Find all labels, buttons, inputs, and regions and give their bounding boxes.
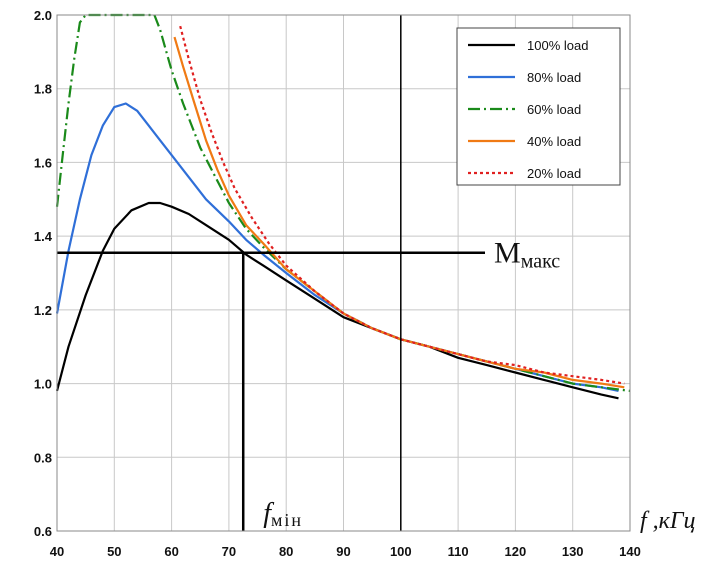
y-tick-label: 1.6 [34, 155, 52, 170]
series-line-5 [179, 25, 625, 385]
y-tick-label: 0.8 [34, 450, 52, 465]
f-min-label: fмін [263, 498, 303, 530]
legend-label-4: 40% load [527, 134, 581, 149]
legend-box [456, 27, 621, 186]
x-tick-label: 80 [279, 544, 293, 559]
x-tick-label: 110 [448, 544, 469, 559]
legend-label-1: 100% load [527, 38, 588, 53]
series-group [55, 13, 631, 400]
y-tick-label: 1.0 [34, 377, 52, 392]
axes: 40 50 60 70 80 90 100 110 120 130 140 0.6 0.8 1.0 1.2 1… [34, 8, 641, 559]
y-tick-label: 0.6 [34, 524, 52, 539]
series-line-4 [173, 36, 625, 389]
x-axis-label: f ,кГц [640, 508, 696, 534]
plot-frame [56, 14, 631, 532]
m-max-label: Mмакс [494, 237, 560, 273]
x-tick-label: 120 [505, 544, 527, 559]
x-tick-label: 140 [619, 544, 641, 559]
annotations: Mмакс fмін [57, 15, 560, 531]
x-tick-label: 90 [336, 544, 350, 559]
y-tick-label: 2.0 [34, 8, 52, 23]
legend-label-5: 20% load [527, 166, 581, 181]
y-tick-label: 1.2 [34, 303, 52, 318]
x-tick-label: 130 [562, 544, 584, 559]
y-tick-label: 1.4 [34, 229, 53, 244]
x-tick-label: 40 [50, 544, 64, 559]
y-tick-label: 1.8 [34, 82, 52, 97]
x-tick-label: 100 [390, 544, 412, 559]
x-tick-label: 50 [107, 544, 121, 559]
legend: 100% load 80% load 60% load 40% load 20% loa… [456, 27, 621, 186]
series-line-1 [55, 201, 619, 400]
legend-label-3: 60% load [527, 102, 581, 117]
x-tick-label: 70 [222, 544, 236, 559]
x-tick-label: 60 [164, 544, 178, 559]
legend-label-2: 80% load [527, 70, 581, 85]
